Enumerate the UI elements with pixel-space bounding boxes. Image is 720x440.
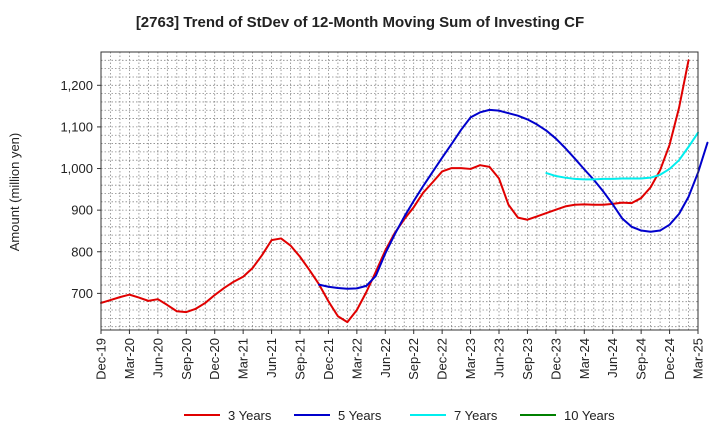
grid-lines	[101, 51, 698, 330]
chart-title: [2763] Trend of StDev of 12-Month Moving…	[135, 14, 585, 31]
y-tick-labels: 700 800 900 1,000 1,100 1,200	[60, 78, 93, 301]
x-tick-label: Dec-20	[207, 338, 222, 380]
y-tick-label: 1,000	[60, 161, 93, 176]
legend-label-3-years: 3 Years	[228, 407, 272, 423]
series-line-3-years	[100, 59, 690, 324]
x-tick-label: Sep-22	[406, 338, 421, 380]
x-tick-label: Sep-23	[520, 338, 535, 380]
x-tick-label: Dec-19	[94, 338, 109, 380]
y-tick-label: 900	[71, 203, 93, 218]
x-tick-label: Jun-21	[264, 338, 279, 378]
x-tick-label: Dec-23	[548, 338, 563, 380]
x-tick-label: Mar-20	[122, 338, 137, 379]
x-tick-label: Jun-22	[378, 338, 393, 378]
x-tick-label: Mar-21	[236, 338, 251, 379]
y-tick-label: 1,200	[60, 78, 93, 93]
y-tick-label: 800	[71, 244, 93, 259]
y-tick-label: 700	[71, 286, 93, 301]
series-line-5-years	[317, 108, 709, 290]
x-tick-label: Sep-24	[634, 338, 649, 380]
x-tick-label: Sep-21	[293, 338, 308, 380]
legend-item-10-years[interactable]: 10 Years	[520, 404, 615, 426]
legend-item-3-years[interactable]: 3 Years	[184, 404, 271, 426]
series-line-7-years	[545, 131, 699, 181]
legend-label-7-years: 7 Years	[454, 407, 498, 423]
legend-label-10-years: 10 Years	[564, 407, 615, 423]
legend: 3 Years 5 Years 7 Years 10 Years	[0, 404, 720, 426]
x-tick-labels: Dec-19 Mar-20 Jun-20 Sep-20 Dec-20 Mar-21 Jun-…	[94, 338, 706, 380]
axes	[97, 51, 699, 334]
legend-item-5-years[interactable]: 5 Years	[294, 404, 381, 426]
legend-item-7-years[interactable]: 7 Years	[410, 404, 497, 426]
legend-swatch-3-years	[184, 414, 220, 416]
series-lines	[100, 59, 709, 324]
legend-swatch-7-years	[410, 414, 446, 416]
y-axis-label: Amount (million yen)	[7, 133, 22, 252]
x-tick-label: Dec-22	[435, 338, 450, 380]
legend-swatch-10-years	[520, 414, 556, 416]
x-tick-label: Jun-20	[150, 338, 165, 378]
x-tick-label: Jun-24	[605, 338, 620, 378]
x-tick-label: Jun-23	[492, 338, 507, 378]
legend-label-5-years: 5 Years	[338, 407, 382, 423]
x-tick-label: Mar-25	[691, 338, 706, 379]
x-tick-label: Dec-21	[321, 338, 336, 380]
x-tick-label: Mar-23	[463, 338, 478, 379]
plot-frame	[100, 51, 699, 331]
y-tick-label: 1,100	[60, 119, 93, 134]
x-tick-label: Sep-20	[179, 338, 194, 380]
legend-swatch-5-years	[294, 414, 330, 416]
x-tick-label: Dec-24	[662, 338, 677, 380]
x-tick-label: Mar-24	[577, 338, 592, 379]
x-tick-label: Mar-22	[349, 338, 364, 379]
